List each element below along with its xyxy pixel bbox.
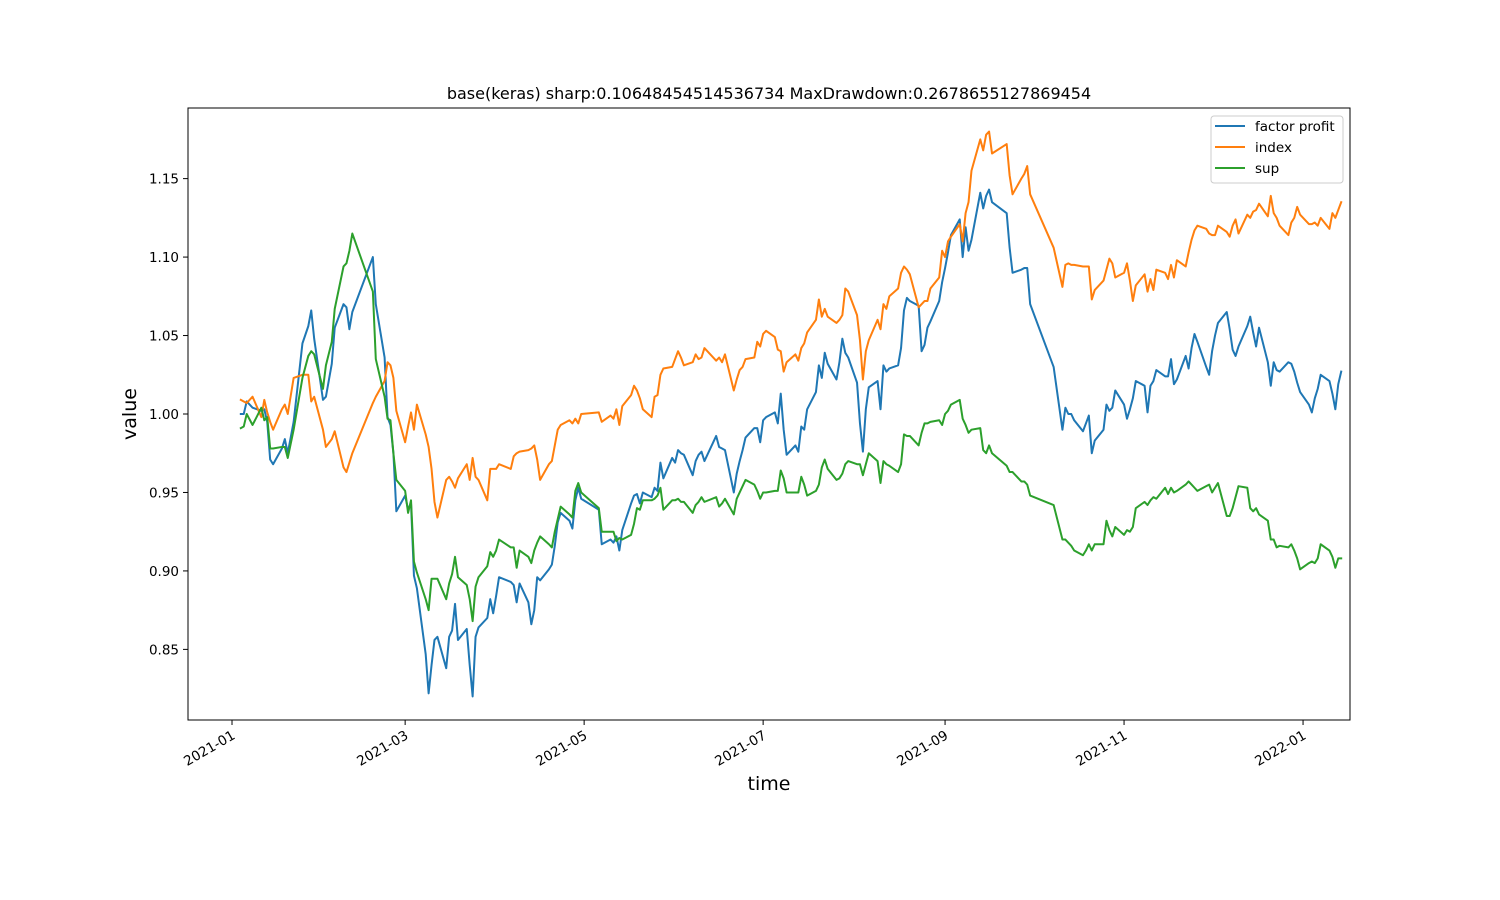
x-axis-label: time <box>748 773 791 795</box>
legend-label: index <box>1255 140 1292 156</box>
legend-label: sup <box>1255 161 1279 177</box>
y-tick-label: 1.15 <box>149 172 179 188</box>
y-tick-label: 1.00 <box>149 407 179 423</box>
y-tick-label: 1.10 <box>149 250 179 266</box>
y-axis-label: value <box>119 388 141 440</box>
y-tick-label: 0.95 <box>149 485 179 501</box>
y-tick-label: 0.85 <box>149 642 179 658</box>
y-tick-label: 0.90 <box>149 564 179 580</box>
series-line-3 <box>239 232 1343 623</box>
series-line-2 <box>239 130 1343 519</box>
series-line-1 <box>239 188 1343 698</box>
legend-label: factor profit <box>1255 119 1335 135</box>
y-tick-label: 1.05 <box>149 329 179 345</box>
chart-title: base(keras) sharp:0.10648454514536734 Ma… <box>447 84 1091 103</box>
legend-box <box>1210 115 1344 184</box>
legend: factor profit index sup <box>1210 115 1344 184</box>
